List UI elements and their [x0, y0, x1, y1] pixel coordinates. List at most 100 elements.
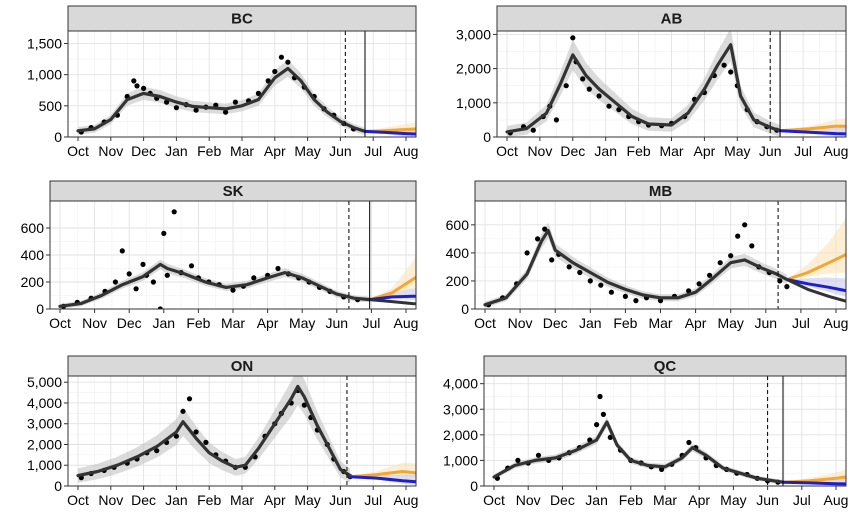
- panel-sk: SK 0 200 400 600 Oct Nov Dec Jan Feb Mar Apr May Jun J…: [21, 180, 419, 331]
- strip-header: [67, 5, 417, 32]
- data-point: [717, 260, 723, 266]
- x-tick-label: Jan: [153, 315, 176, 331]
- data-point: [580, 76, 586, 82]
- strip-header: [496, 5, 847, 32]
- data-point: [134, 83, 140, 89]
- x-tick-label: Nov: [516, 492, 541, 508]
- data-point: [735, 233, 741, 239]
- x-tick-label: Aug: [824, 492, 849, 508]
- data-point: [157, 306, 163, 309]
- data-point: [150, 279, 156, 285]
- y-tick-label: 400: [446, 245, 470, 261]
- y-tick-label: 400: [21, 247, 45, 263]
- x-tick-label: Nov: [527, 143, 552, 159]
- data-point: [598, 282, 604, 288]
- forecast-line: [781, 480, 846, 486]
- data-point: [524, 250, 530, 256]
- fit-line: [76, 384, 352, 478]
- data-point: [707, 272, 713, 278]
- data-point: [193, 107, 199, 113]
- data-point: [721, 62, 727, 68]
- data-point: [542, 226, 548, 232]
- data-point: [566, 264, 572, 270]
- y-tick-label: 1,000: [443, 452, 478, 468]
- x-tick-label: Nov: [98, 143, 123, 159]
- y-tick-label: 0: [470, 478, 478, 494]
- data-point: [696, 281, 702, 287]
- data-point: [728, 253, 734, 259]
- data-point: [230, 287, 236, 293]
- data-point: [784, 284, 790, 290]
- data-point: [563, 83, 569, 89]
- x-tick-label: Oct: [67, 143, 89, 159]
- x-tick-label: May: [717, 315, 743, 331]
- data-point: [553, 117, 560, 123]
- y-tick-label: 1,000: [27, 457, 62, 473]
- y-tick-label: 600: [21, 220, 45, 236]
- data-point: [173, 105, 179, 111]
- x-tick-label: Jan: [585, 492, 608, 508]
- data-point: [587, 278, 593, 284]
- x-tick-label: Dec: [131, 492, 156, 508]
- data-point: [728, 69, 734, 75]
- data-point: [251, 275, 257, 281]
- data-point: [161, 230, 167, 236]
- data-point: [686, 439, 692, 446]
- panel-bc: BC 0 500 1,000 1,500 Oct Nov Dec Jan Feb Mar Apr May…: [27, 5, 418, 159]
- x-tick-label: Jul: [364, 143, 382, 159]
- x-tick-label: May: [724, 143, 750, 159]
- data-point: [133, 286, 139, 292]
- x-tick-label: Oct: [49, 315, 71, 331]
- y-tick-label: 4,000: [443, 376, 478, 392]
- fit-line: [492, 420, 785, 484]
- data-point: [515, 457, 521, 463]
- data-point: [278, 54, 284, 60]
- data-point: [275, 265, 281, 272]
- x-tick-label: Jun: [326, 315, 349, 331]
- forecast-line: [778, 124, 846, 133]
- panel-on: ON 0 1,000 2,000 3,000 4,000 5,000 Oct Nov Dec Jan…: [27, 355, 419, 508]
- strip-title: SK: [223, 183, 244, 200]
- x-tick-label: Aug: [394, 315, 419, 331]
- data-point: [597, 393, 603, 400]
- panel-plot-area: [76, 54, 416, 137]
- x-tick-label: Nov: [508, 315, 533, 331]
- fit-uncertainty-band: [78, 376, 351, 483]
- x-tick-label: Mar: [648, 315, 672, 331]
- x-tick-label: Oct: [67, 492, 89, 508]
- fit-line: [505, 43, 782, 134]
- x-tick-label: Mar: [230, 143, 254, 159]
- y-tick-label: 0: [54, 478, 62, 494]
- x-tick-label: Aug: [394, 492, 419, 508]
- data-point: [530, 127, 536, 133]
- data-point: [186, 396, 193, 402]
- data-point: [272, 68, 278, 75]
- forecast-line: [348, 475, 416, 484]
- forecast-line: [785, 278, 846, 303]
- strip-title: ON: [231, 358, 254, 375]
- strip-title: MB: [649, 183, 672, 200]
- x-tick-label: Apr: [685, 315, 707, 331]
- panel-plot-area: [492, 393, 846, 486]
- data-point: [622, 293, 629, 299]
- forecast-line: [368, 298, 416, 306]
- fit-line: [483, 228, 789, 307]
- panel-plot-area: [76, 376, 416, 485]
- x-tick-label: Mar: [221, 315, 245, 331]
- x-tick-label: Apr: [264, 492, 286, 508]
- y-tick-label: 3,000: [456, 26, 491, 42]
- x-tick-label: Mar: [659, 143, 683, 159]
- strip-title: QC: [654, 358, 677, 375]
- x-tick-label: Mar: [230, 492, 254, 508]
- x-tick-label: Jul: [362, 315, 380, 331]
- forecast-line: [368, 294, 416, 302]
- x-tick-label: Nov: [82, 315, 107, 331]
- x-tick-label: Jul: [364, 492, 382, 508]
- x-tick-label: Jun: [329, 492, 352, 508]
- forecast-line: [348, 470, 416, 479]
- forecast-line: [785, 278, 846, 293]
- x-tick-label: Feb: [197, 492, 221, 508]
- y-tick-label: 1,000: [456, 95, 491, 111]
- x-tick-label: Dec: [550, 492, 575, 508]
- panel-qc: QC 0 1,000 2,000 3,000 4,000 Oct Nov Dec Jan Feb Ma…: [443, 355, 849, 508]
